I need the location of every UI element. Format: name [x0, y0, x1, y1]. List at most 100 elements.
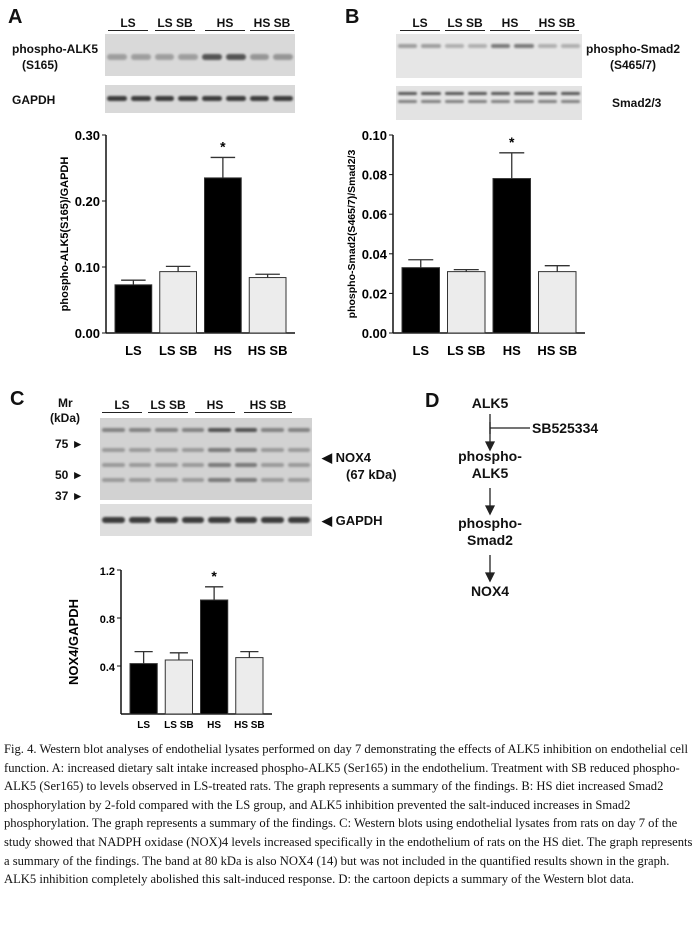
blot-label: GAPDH	[12, 93, 56, 107]
smad23-blot	[396, 86, 582, 120]
gapdh-blot	[105, 85, 295, 113]
blot-band	[491, 44, 511, 48]
blot-band	[225, 54, 246, 60]
lane-label: LS SB	[445, 16, 485, 31]
node-text: ALK5	[471, 465, 509, 481]
blot-band	[234, 463, 257, 467]
blot-band	[249, 54, 270, 60]
blot-band	[261, 478, 284, 482]
blot-band	[273, 96, 293, 101]
lane-label: HS	[195, 398, 235, 413]
blot-band	[560, 44, 580, 48]
node-text: Smad2	[467, 532, 513, 548]
marker-value: 50	[55, 468, 69, 482]
blot-band	[514, 100, 534, 103]
blot-band	[154, 96, 175, 101]
x-tick-label: LS	[125, 343, 142, 358]
figure-caption: Fig. 4. Western blot analyses of endothe…	[4, 742, 693, 887]
nox4-arrow: ◀ NOX4	[322, 450, 372, 465]
lane-label: HS	[205, 16, 245, 31]
x-tick-label: HS SB	[537, 343, 577, 358]
blot-band	[444, 92, 464, 95]
y-tick-label: 0.30	[75, 128, 100, 143]
bar-ls	[114, 284, 153, 334]
blot-band	[537, 92, 557, 95]
bar-hs-sb	[235, 657, 264, 715]
y-tick-label: 1.2	[100, 566, 115, 578]
y-tick-label: 0.04	[362, 247, 388, 262]
blot-band	[208, 517, 231, 523]
bar-ls-sb	[447, 271, 486, 334]
mr-label: Mr	[58, 396, 73, 410]
blot-band	[421, 92, 441, 95]
bar-hs-sb	[538, 271, 577, 334]
y-axis-label: phospho-ALK5(S165)/GAPDH	[59, 157, 71, 312]
blot-band	[178, 96, 198, 101]
blot-band	[155, 478, 178, 482]
blot-band	[467, 44, 487, 48]
lane-label: HS SB	[535, 16, 579, 31]
y-tick-label: 0.02	[362, 286, 387, 301]
blot-band	[128, 448, 151, 452]
chart-a: 0.00 0.10 0.20 0.30 phospho-ALK5(S165)/GAPDH…	[59, 128, 295, 358]
bar-ls-sb	[159, 271, 197, 334]
node-alk5: ALK5	[471, 395, 509, 411]
y-tick-label: 0.8	[100, 614, 115, 626]
blot-label: (S165)	[22, 58, 59, 72]
x-tick-label: LS	[137, 720, 150, 731]
blot-band	[467, 100, 487, 103]
blot-band	[181, 463, 204, 467]
blot-band	[273, 54, 293, 60]
y-tick-label: 0.10	[362, 128, 387, 143]
y-tick-label: 0.00	[75, 326, 100, 341]
blot-band	[398, 100, 418, 103]
chart-c: 0.4 0.8 1.2 NOX4/GAPDH LS LS SB * HS HS SB	[66, 566, 272, 731]
x-tick-label: LS	[412, 343, 429, 358]
gapdh-arrow: ◀ GAPDH	[322, 513, 383, 528]
x-tick-label: HS	[503, 343, 521, 358]
lane-label: LS SB	[148, 398, 188, 413]
blot-band	[208, 478, 231, 482]
blot-band	[102, 478, 125, 482]
x-tick-label: HS SB	[248, 343, 288, 358]
blot-band	[287, 463, 310, 467]
lane-label: HS	[490, 16, 530, 31]
blot-band	[208, 428, 231, 432]
blot-band	[234, 478, 257, 482]
blot-band	[491, 92, 511, 95]
y-tick-label: 0.20	[75, 194, 100, 209]
nox4-blot	[100, 418, 312, 500]
blot-band	[181, 428, 204, 432]
blot-band	[102, 448, 125, 452]
x-tick-label: HS	[214, 343, 232, 358]
blot-band	[155, 448, 178, 452]
y-tick-label: 0.06	[362, 207, 387, 222]
y-tick-label: 0.4	[100, 662, 116, 674]
blot-band	[107, 96, 127, 101]
x-tick-label: HS SB	[234, 720, 265, 731]
marker-75: 75 ►	[55, 437, 84, 451]
gapdh-label: GAPDH	[335, 513, 383, 528]
blot-band	[287, 478, 310, 482]
blot-band	[102, 517, 125, 523]
x-tick-label: LS SB	[164, 720, 193, 731]
blot-band	[560, 92, 580, 95]
blot-band	[130, 96, 151, 101]
y-axis-label: phospho-Smad2(S465/7)/Smad2/3	[346, 150, 358, 319]
significance-star: *	[220, 138, 226, 154]
blot-band	[202, 96, 222, 101]
blot-band	[491, 100, 511, 103]
lane-label: HS SB	[250, 16, 294, 31]
blot-band	[178, 54, 198, 60]
marker-value: 75	[55, 437, 69, 451]
blot-band	[261, 517, 284, 523]
kda-label: (kDa)	[50, 411, 81, 425]
blot-band	[128, 428, 151, 432]
blot-band	[155, 517, 178, 523]
blot-label: phospho-Smad2	[586, 42, 681, 56]
blot-band	[514, 92, 534, 95]
blot-band	[537, 44, 557, 48]
blot-band	[287, 428, 310, 432]
marker-value: 37	[55, 489, 69, 503]
